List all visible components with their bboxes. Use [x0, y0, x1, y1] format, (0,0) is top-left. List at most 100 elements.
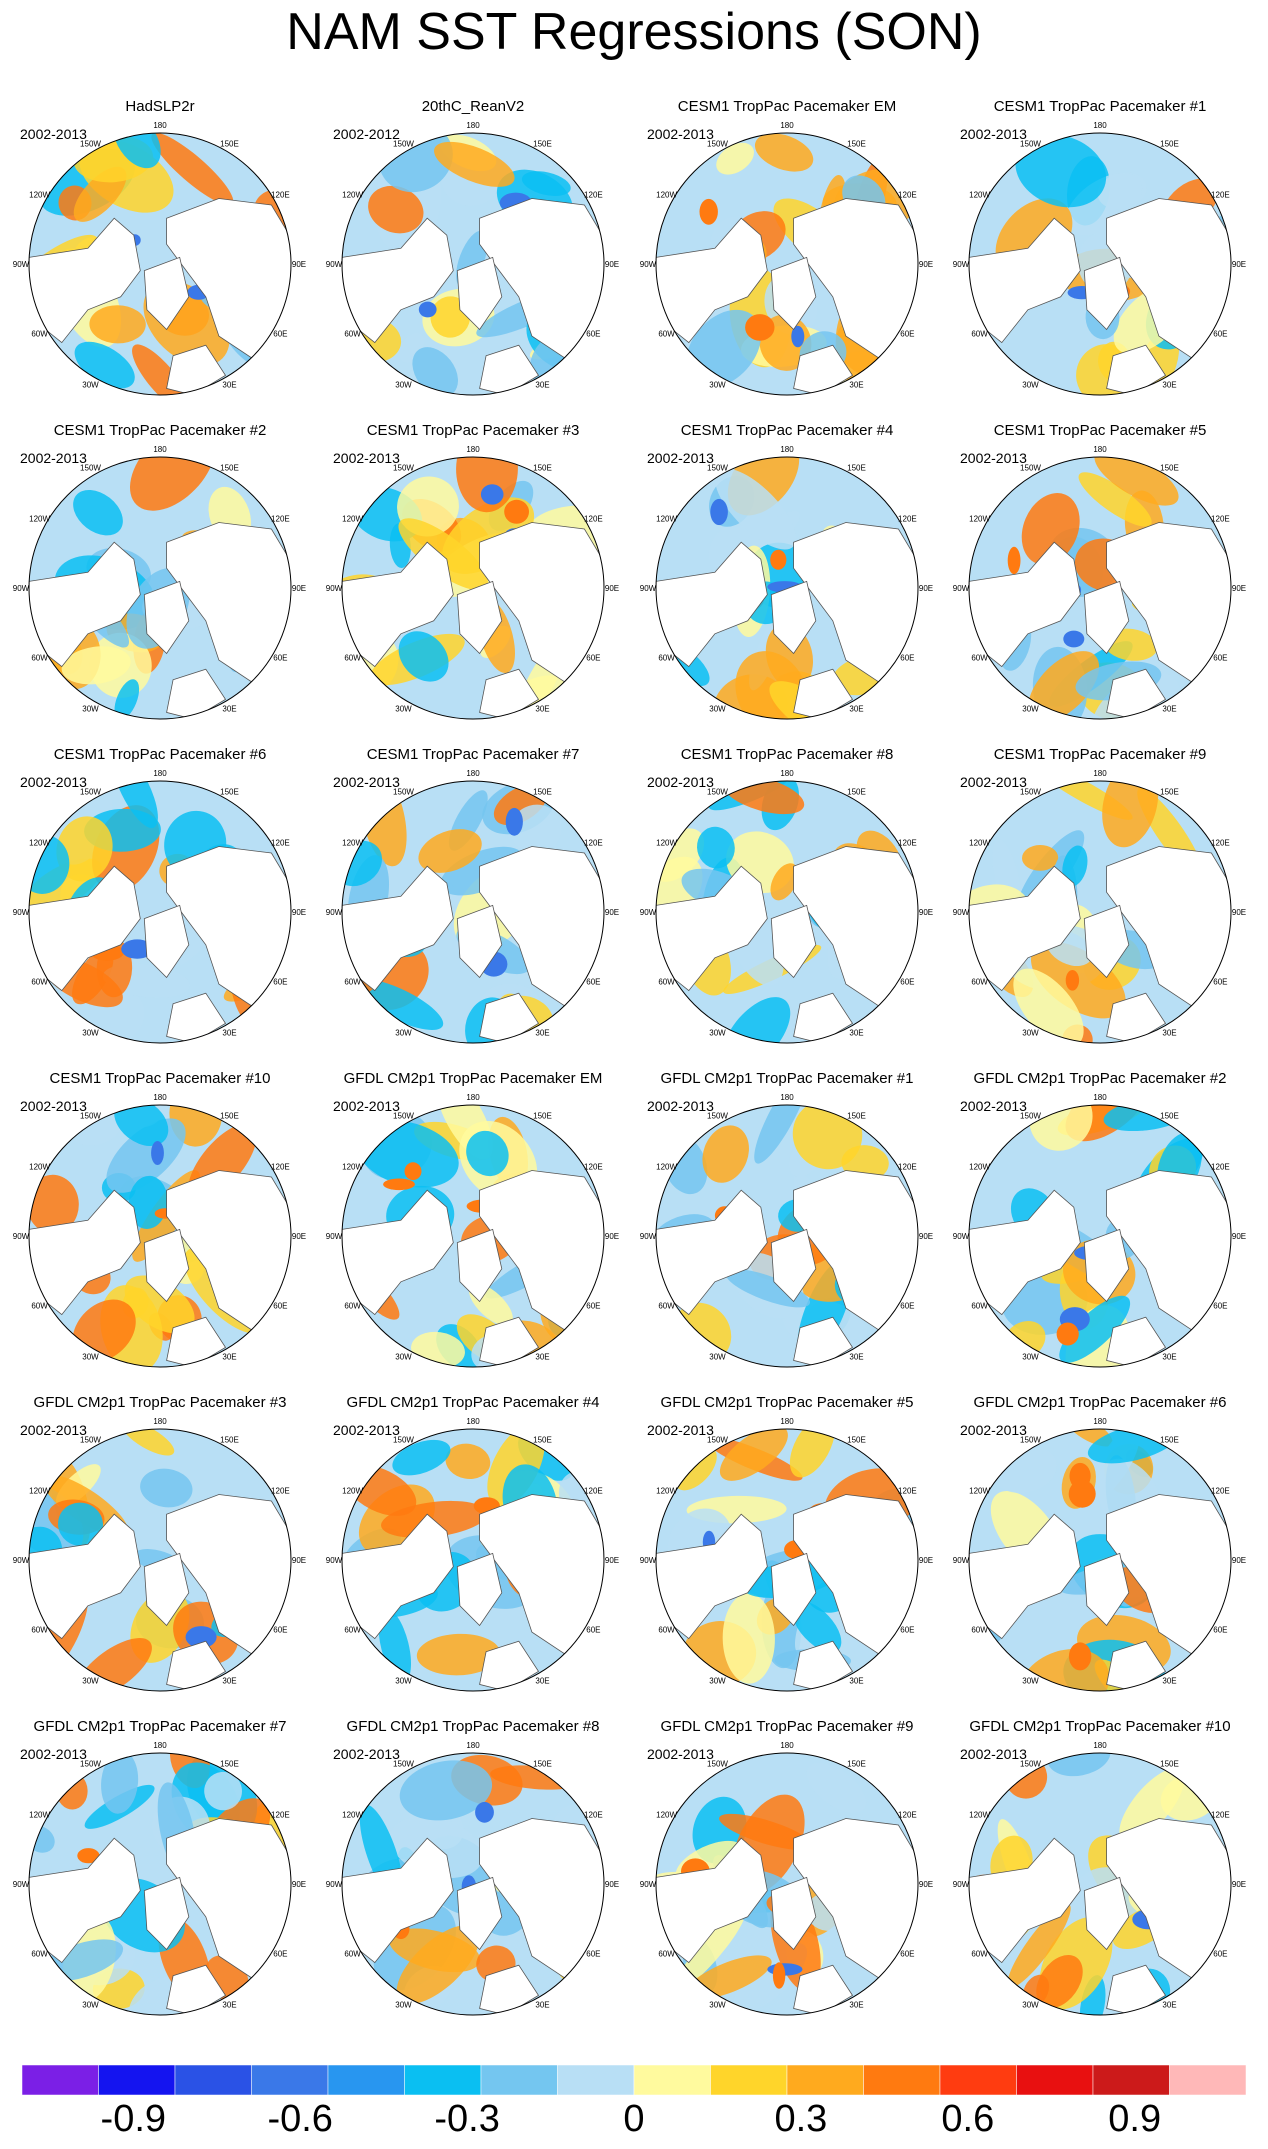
contour-core	[1068, 1642, 1092, 1671]
longitude-label: 90E	[1232, 1556, 1246, 1565]
longitude-label: 150W	[707, 1760, 728, 1769]
map-boundary	[341, 780, 605, 1044]
longitude-label: 60W	[31, 1626, 48, 1635]
land-mass	[143, 1228, 190, 1303]
longitude-label: 60E	[273, 330, 287, 339]
longitude-label: 120W	[29, 1163, 50, 1172]
longitude-label: 30E	[1162, 1352, 1176, 1361]
longitude-label: 60W	[31, 330, 48, 339]
longitude-label: 30W	[395, 2000, 412, 2009]
longitude-label: 120E	[584, 839, 603, 848]
panel-period: 2002-2013	[20, 774, 87, 790]
contour-blob	[725, 1269, 811, 1308]
contour-core	[504, 499, 529, 524]
longitude-label: 120W	[29, 1487, 50, 1496]
longitude-label: 180	[466, 445, 480, 454]
panel-period: 2002-2013	[333, 1098, 400, 1114]
longitude-label: 150W	[1020, 1112, 1041, 1121]
contour-blob	[114, 679, 140, 719]
map-boundary	[28, 1752, 292, 2016]
longitude-label: 60E	[900, 1950, 914, 1959]
contour-blob	[1094, 457, 1179, 506]
panel-period: 2002-2012	[333, 126, 400, 142]
contour-blob	[396, 1925, 480, 2005]
contour-core	[77, 1848, 100, 1864]
longitude-label: 60E	[273, 1302, 287, 1311]
longitude-label: 90W	[953, 1232, 970, 1241]
longitude-label: 150E	[847, 1436, 866, 1445]
map-boundary	[341, 456, 605, 720]
longitude-label: 60E	[273, 1950, 287, 1959]
longitude-label: 30E	[222, 2000, 236, 2009]
longitude-label: 30W	[82, 2000, 99, 2009]
map-panel: 180150E120E90E60E30E030W60W90W120W150WHa…	[10, 98, 310, 398]
map-panel: 180150E120E90E60E30E030W60W90W120W150WCE…	[10, 422, 310, 722]
panel-period: 2002-2013	[20, 1422, 87, 1438]
longitude-label: 90W	[640, 1556, 657, 1565]
contour-blob	[111, 781, 158, 829]
colorbar-swatch	[1016, 2064, 1094, 2096]
longitude-label: 30W	[1022, 2000, 1039, 2009]
land-mass	[143, 904, 190, 979]
longitude-label: 60E	[900, 978, 914, 987]
longitude-label: 90W	[953, 584, 970, 593]
contour-core	[418, 301, 437, 318]
longitude-label: 30W	[709, 1028, 726, 1037]
colorbar	[21, 2064, 1247, 2096]
longitude-label: 30W	[1022, 1676, 1039, 1685]
land-mass	[770, 256, 817, 331]
longitude-label: 60W	[344, 330, 361, 339]
contour-blob	[56, 816, 113, 882]
colorbar-tick-label: -0.6	[267, 2098, 333, 2140]
map-boundary	[341, 1104, 605, 1368]
longitude-label: 120E	[271, 191, 290, 200]
longitude-label: 180	[1093, 121, 1107, 130]
longitude-label: 150W	[393, 788, 414, 797]
map-panel: 180150E120E90E60E30E030W60W90W120W150WCE…	[323, 422, 623, 722]
longitude-label: 60W	[31, 1950, 48, 1959]
contour-core	[151, 1141, 164, 1165]
longitude-label: 60W	[971, 330, 988, 339]
panel-title: CESM1 TropPac Pacemaker #3	[366, 422, 580, 439]
map-panel: 180150E120E90E60E30E030W60W90W120W150WCE…	[10, 1070, 310, 1370]
contour-core	[1056, 1322, 1079, 1346]
polar-map: 180150E120E90E60E30E030W60W90W120W150W	[326, 1741, 619, 2016]
longitude-label: 120E	[271, 515, 290, 524]
longitude-label: 90W	[13, 260, 30, 269]
colorbar-swatch	[939, 2064, 1017, 2096]
longitude-label: 120W	[342, 1163, 363, 1172]
polar-map: 180150E120E90E60E30E030W60W90W120W150W	[13, 121, 306, 396]
colorbar-tick-label: -0.3	[434, 2098, 500, 2140]
contour-blob	[29, 1174, 79, 1234]
longitude-label: 120E	[1211, 1163, 1230, 1172]
map-boundary	[655, 1428, 919, 1692]
longitude-label: 150E	[533, 1436, 552, 1445]
colorbar-swatch	[1169, 2064, 1247, 2096]
panel-period: 2002-2013	[20, 126, 87, 142]
map-panel: 180150E120E90E60E30E030W60W90W120W150WGF…	[323, 1070, 623, 1370]
longitude-label: 150E	[1160, 1112, 1179, 1121]
longitude-label: 180	[1093, 1417, 1107, 1426]
longitude-label: 60W	[971, 1950, 988, 1959]
contour-blob	[792, 1601, 842, 1653]
longitude-label: 150E	[1160, 1436, 1179, 1445]
longitude-label: 90E	[605, 1880, 619, 1889]
longitude-label: 90E	[919, 584, 933, 593]
longitude-label: 30W	[1022, 1352, 1039, 1361]
longitude-label: 30W	[709, 704, 726, 713]
longitude-label: 90W	[953, 1880, 970, 1889]
polar-map: 180150E120E90E60E30E030W60W90W120W150W	[326, 121, 619, 396]
longitude-label: 180	[153, 1741, 167, 1750]
contour-blob	[1078, 472, 1152, 527]
longitude-label: 150W	[1020, 1436, 1041, 1445]
longitude-label: 180	[466, 1417, 480, 1426]
longitude-label: 90W	[326, 1880, 343, 1889]
longitude-label: 60W	[344, 978, 361, 987]
longitude-label: 30E	[1162, 704, 1176, 713]
land-mass	[1083, 1228, 1130, 1303]
contour-blob	[770, 863, 799, 901]
longitude-label: 120W	[656, 1811, 677, 1820]
longitude-label: 30W	[709, 380, 726, 389]
map-boundary	[28, 1104, 292, 1368]
longitude-label: 150E	[220, 1112, 239, 1121]
